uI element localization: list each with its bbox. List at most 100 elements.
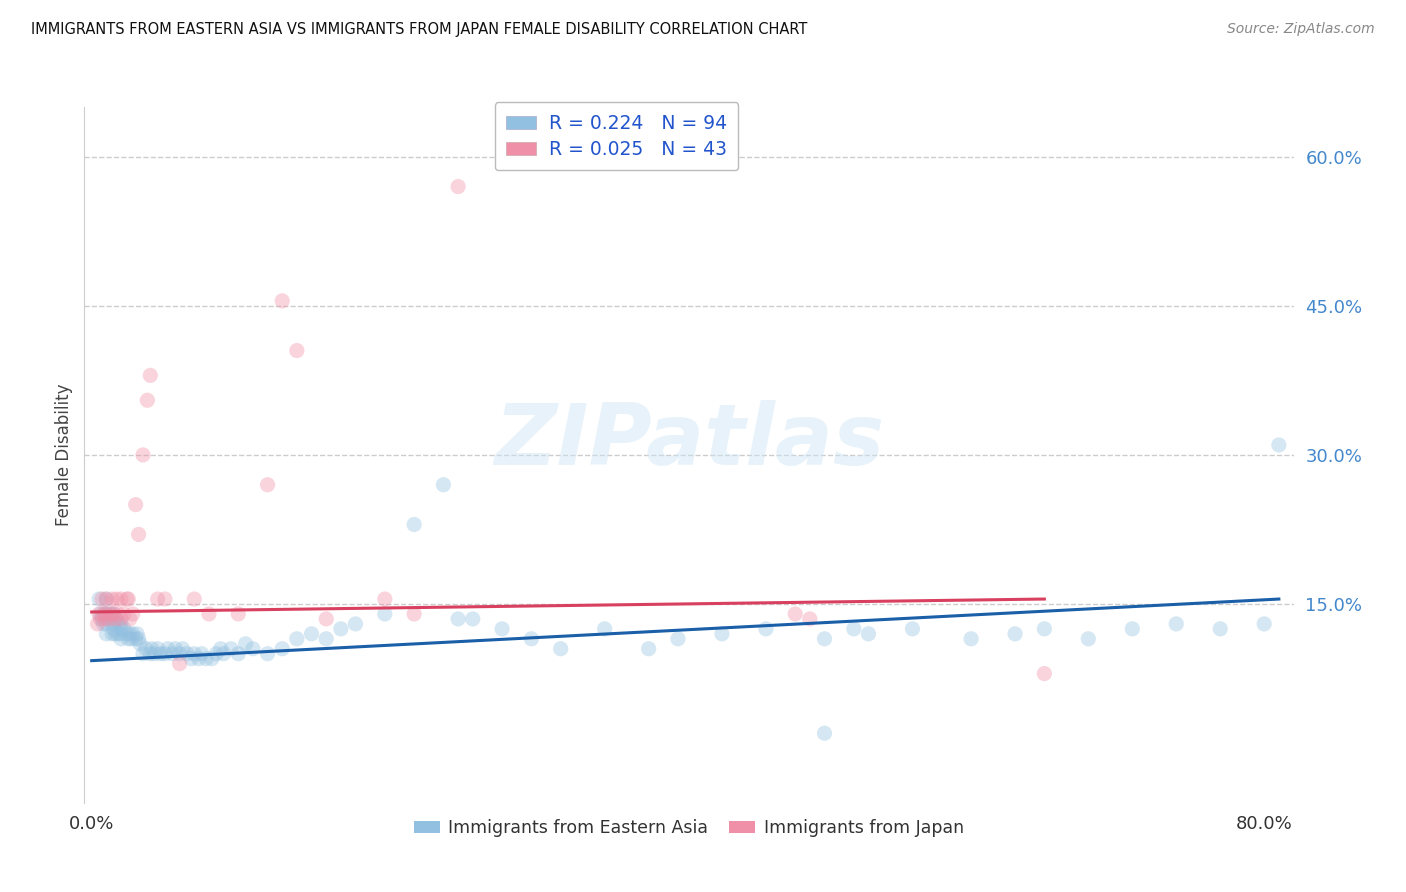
Point: [107, 607, 129, 621]
Point: [103, 607, 125, 621]
Point: [128, 527, 150, 541]
Point: [520, 632, 543, 646]
Point: [374, 607, 396, 621]
Point: [813, 632, 835, 646]
Point: [117, 632, 139, 646]
Point: [141, 641, 163, 656]
Point: [666, 632, 689, 646]
Point: [86, 616, 108, 631]
Point: [461, 612, 484, 626]
Point: [212, 647, 235, 661]
Point: [404, 607, 426, 621]
Point: [100, 607, 122, 621]
Point: [127, 627, 149, 641]
Text: Source: ZipAtlas.com: Source: ZipAtlas.com: [1227, 22, 1375, 37]
Point: [153, 647, 176, 661]
Point: [1268, 438, 1291, 452]
Point: [1004, 627, 1026, 641]
Point: [107, 616, 129, 631]
Point: [103, 607, 125, 621]
Point: [89, 607, 111, 621]
Point: [121, 627, 143, 641]
Point: [105, 612, 128, 626]
Point: [209, 641, 232, 656]
Point: [256, 477, 278, 491]
Point: [110, 632, 132, 646]
Point: [285, 632, 308, 646]
Point: [1033, 622, 1056, 636]
Point: [637, 641, 659, 656]
Point: [117, 592, 139, 607]
Point: [93, 616, 115, 631]
Point: [110, 592, 132, 607]
Point: [103, 616, 125, 631]
Point: [1077, 632, 1099, 646]
Point: [146, 641, 169, 656]
Point: [799, 612, 821, 626]
Point: [96, 607, 118, 621]
Point: [271, 641, 294, 656]
Point: [110, 616, 132, 631]
Point: [132, 448, 155, 462]
Point: [344, 616, 367, 631]
Point: [91, 592, 114, 607]
Point: [104, 612, 127, 626]
Point: [226, 647, 249, 661]
Point: [169, 657, 191, 671]
Point: [128, 632, 150, 646]
Point: [110, 622, 132, 636]
Point: [315, 612, 337, 626]
Point: [176, 647, 198, 661]
Point: [96, 592, 118, 607]
Point: [374, 592, 396, 607]
Point: [139, 368, 162, 383]
Point: [146, 592, 169, 607]
Point: [226, 607, 249, 621]
Point: [89, 612, 111, 626]
Point: [91, 612, 114, 626]
Point: [235, 637, 257, 651]
Point: [129, 637, 152, 651]
Point: [112, 622, 135, 636]
Point: [172, 641, 194, 656]
Point: [124, 632, 146, 646]
Point: [101, 627, 124, 641]
Point: [100, 607, 122, 621]
Point: [432, 477, 454, 491]
Point: [301, 627, 323, 641]
Point: [139, 647, 162, 661]
Point: [901, 622, 924, 636]
Point: [960, 632, 983, 646]
Point: [195, 651, 218, 665]
Point: [329, 622, 352, 636]
Point: [121, 607, 143, 621]
Point: [180, 651, 202, 665]
Point: [96, 607, 118, 621]
Point: [104, 627, 127, 641]
Point: [132, 647, 155, 661]
Point: [165, 641, 187, 656]
Point: [112, 607, 135, 621]
Point: [153, 592, 176, 607]
Point: [219, 641, 242, 656]
Point: [135, 641, 157, 656]
Point: [103, 622, 125, 636]
Point: [118, 612, 141, 626]
Point: [201, 651, 224, 665]
Point: [156, 641, 179, 656]
Point: [105, 592, 128, 607]
Point: [491, 622, 513, 636]
Point: [101, 592, 124, 607]
Point: [593, 622, 616, 636]
Point: [124, 498, 146, 512]
Point: [96, 592, 118, 607]
Point: [404, 517, 426, 532]
Point: [285, 343, 308, 358]
Point: [94, 612, 117, 626]
Point: [842, 622, 865, 636]
Point: [1033, 666, 1056, 681]
Point: [1209, 622, 1232, 636]
Point: [87, 592, 110, 607]
Point: [813, 726, 835, 740]
Point: [136, 393, 159, 408]
